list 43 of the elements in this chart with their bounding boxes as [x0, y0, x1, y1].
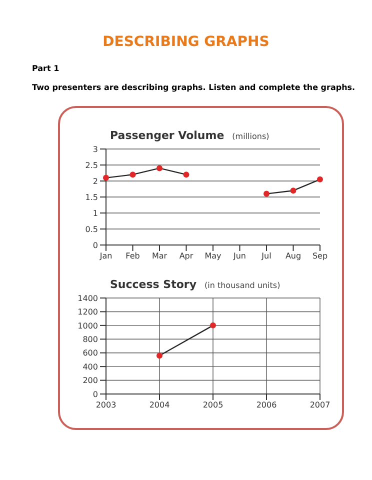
point [317, 176, 323, 182]
y-tick-label: 0.5 [85, 224, 98, 234]
point [130, 172, 136, 178]
x-tick-label: Jan [98, 252, 112, 261]
y-tick-label: 1000 [78, 321, 98, 330]
point [290, 188, 296, 194]
x-tick-label: Jun [232, 252, 246, 261]
x-tick-label: 2006 [256, 400, 277, 410]
x-tick-label: Jul [260, 252, 272, 261]
x-tick-label: Mar [152, 252, 168, 261]
x-tick-label: Aug [285, 252, 302, 261]
x-tick-label: 2004 [149, 400, 170, 410]
point [264, 190, 270, 197]
chart-subtitle: (in thousand units) [204, 281, 280, 290]
chart-title: Success Story [110, 278, 197, 291]
y-tick-label: 1200 [78, 308, 98, 317]
y-tick-label: 1 [92, 208, 98, 218]
x-tick-label: 2005 [202, 400, 224, 410]
y-tick-label: 3 [92, 144, 98, 154]
x-tick-label: May [204, 252, 222, 261]
y-tick-label: 800 [82, 334, 98, 344]
point [156, 165, 162, 172]
text: DESCRIBING GRAPHS [102, 34, 270, 50]
y-tick-label: 2 [92, 176, 98, 186]
text: Two presenters are describing graphs. Listen and complete the graphs. [32, 83, 356, 92]
point [103, 174, 109, 181]
y-tick-label: 1.5 [85, 192, 98, 202]
point [183, 172, 190, 178]
x-tick-label: Apr [179, 252, 194, 261]
x-tick-label: Sep [312, 252, 328, 261]
y-tick-label: 0 [92, 240, 98, 250]
chart-title: Passenger Volume [110, 129, 224, 142]
chart-subtitle: (millions) [232, 132, 270, 141]
y-tick-label: 200 [82, 376, 98, 386]
y-tick-label: 0 [92, 390, 98, 399]
y-tick-label: 600 [82, 348, 98, 358]
x-tick-label: 2007 [310, 400, 330, 410]
y-tick-label: 1400 [78, 294, 98, 303]
y-tick-label: 400 [82, 362, 98, 372]
text: Part 1 [32, 64, 60, 73]
x-tick-label: 2003 [96, 400, 116, 410]
y-tick-label: 2.5 [85, 160, 98, 170]
x-tick-label: Feb [126, 252, 140, 261]
